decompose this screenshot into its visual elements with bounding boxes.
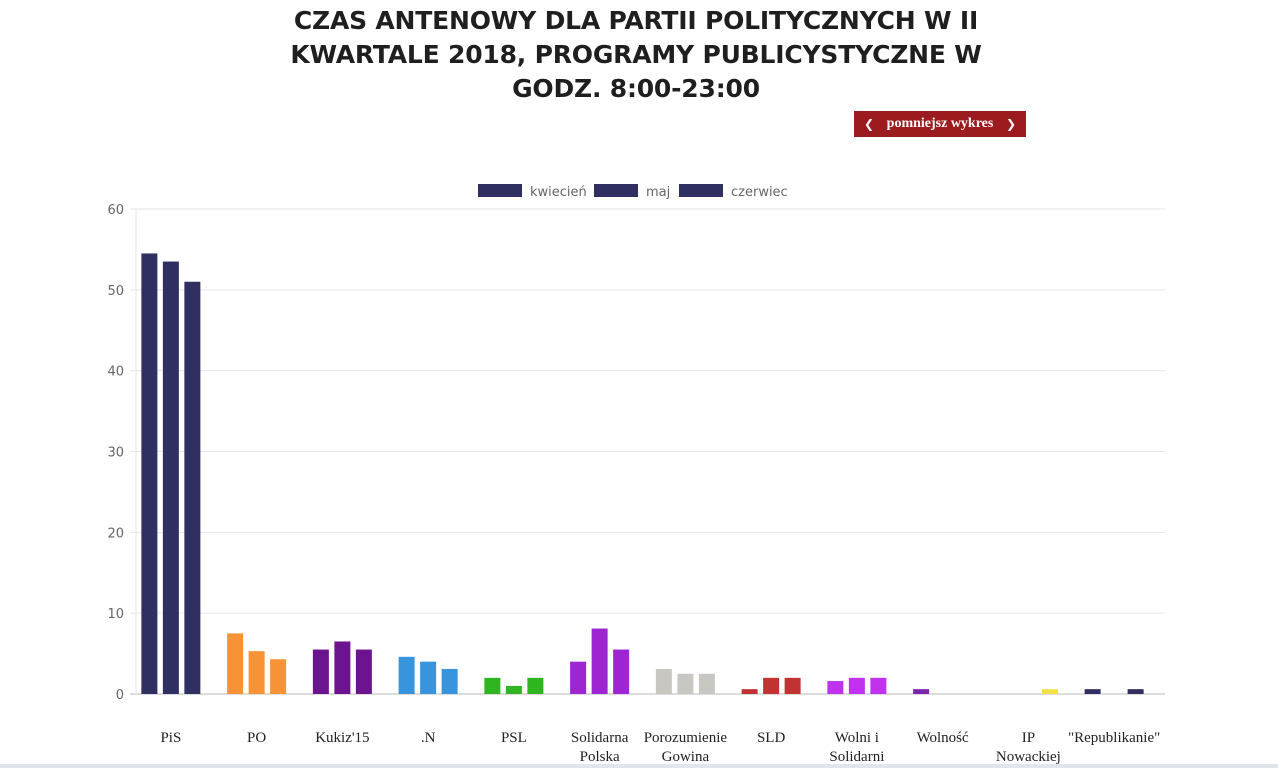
x-tick-label: Wolni i Solidarni (829, 730, 884, 765)
x-tick-label: IP Nowackiej (996, 730, 1061, 765)
x-tick-label: PO (247, 730, 266, 746)
bar (312, 649, 329, 694)
legend-swatch (679, 184, 723, 197)
legend-label: maj (646, 185, 670, 200)
bar (334, 641, 351, 694)
bar (913, 689, 930, 694)
bar (1127, 689, 1144, 694)
x-tick-label: PSL (501, 730, 527, 746)
bar (248, 651, 265, 694)
legend-swatch (478, 184, 522, 197)
bar (505, 685, 522, 694)
y-tick-label: 30 (107, 446, 124, 461)
bar (184, 281, 201, 694)
bar (162, 261, 179, 694)
chevron-left-icon: ❮ (864, 117, 875, 131)
y-tick-label: 50 (107, 284, 124, 299)
bar (827, 681, 844, 694)
bar (527, 677, 544, 694)
y-tick-label: 60 (107, 203, 124, 218)
bar (441, 668, 458, 694)
chart-title: CZAS ANTENOWY DLA PARTII POLITYCZNYCH W … (290, 6, 982, 103)
bar (420, 661, 437, 694)
y-tick-label: 0 (116, 688, 124, 703)
x-tick-label: Solidarna Polska (571, 730, 629, 765)
bar (655, 668, 672, 694)
x-tick-label: PiS (160, 730, 181, 746)
chevron-right-icon: ❯ (1005, 117, 1016, 131)
bar (1084, 689, 1101, 694)
x-tick-label: .N (421, 730, 436, 746)
bar (484, 677, 501, 694)
bar (613, 649, 630, 694)
bar (591, 628, 608, 694)
x-tick-label: Porozumienie Gowina (644, 730, 728, 765)
bar (677, 673, 694, 694)
x-tick-label: SLD (757, 730, 786, 746)
legend-label: kwiecień (530, 185, 587, 200)
bar (570, 661, 587, 694)
legend-label: czerwiec (731, 185, 788, 200)
x-tick-label: Wolność (917, 730, 969, 746)
x-tick-label: "Republikanie" (1068, 730, 1160, 746)
bar (870, 677, 887, 694)
bar (698, 673, 715, 694)
bottom-divider (0, 764, 1278, 768)
bar (848, 677, 865, 694)
bar (763, 677, 780, 694)
bar (227, 633, 244, 694)
y-tick-label: 40 (107, 365, 124, 380)
bar (741, 689, 758, 694)
shrink-chart-label: pomniejsz wykres (886, 116, 994, 131)
bar (270, 659, 287, 694)
y-tick-label: 10 (107, 607, 124, 622)
y-tick-label: 20 (107, 526, 124, 541)
legend-swatch (594, 184, 638, 197)
bar (141, 253, 158, 695)
x-tick-label: Kukiz'15 (315, 730, 369, 746)
bar (398, 656, 415, 694)
bar (784, 677, 801, 694)
bar (1041, 689, 1058, 694)
bar (355, 649, 372, 694)
shrink-chart-button[interactable]: ❮ pomniejsz wykres ❯ (854, 111, 1026, 137)
